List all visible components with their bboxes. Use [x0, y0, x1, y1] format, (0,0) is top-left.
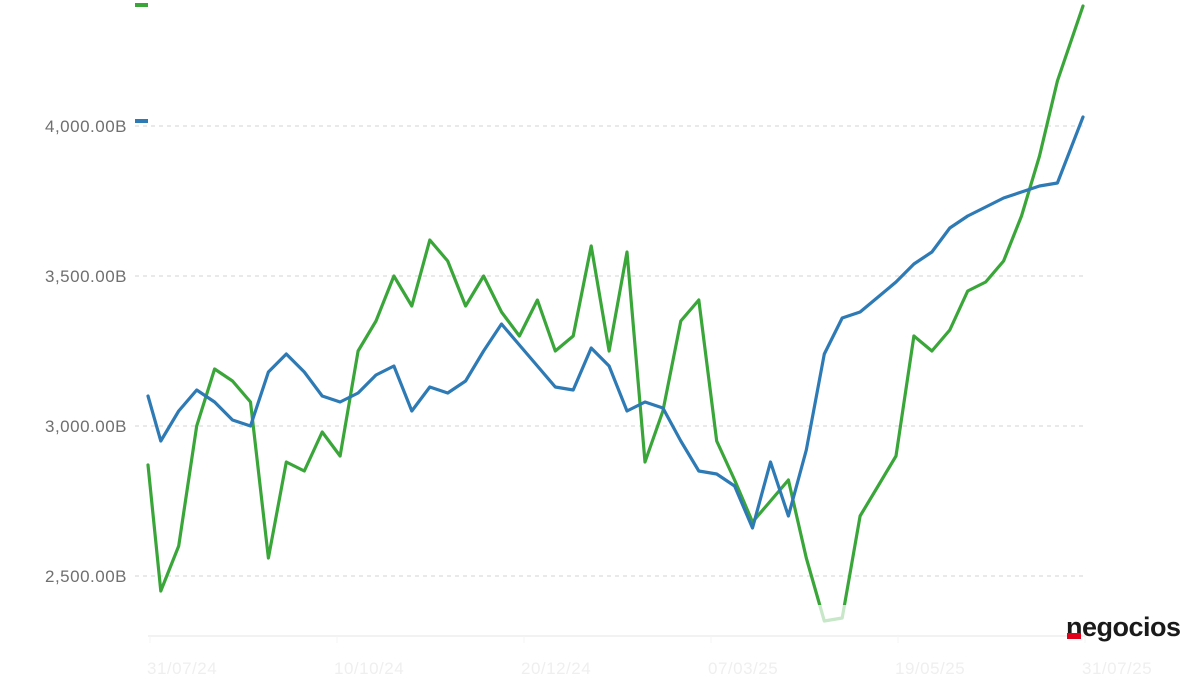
brand-red-mark [1067, 633, 1081, 639]
series-lines [146, 4, 1085, 623]
y-axis-labels: 2,500.00B 3,000.00B 3,500.00B 4,000.00B [45, 117, 127, 586]
blue-series-line [146, 115, 1085, 530]
x-tick-label: 07/03/25 [708, 659, 778, 676]
y-tick-label: 4,000.00B [45, 117, 127, 136]
x-tick-label: 31/07/24 [147, 659, 217, 676]
x-tick-label: 20/12/24 [521, 659, 591, 676]
brand-logo-text: negocios [1066, 612, 1181, 642]
y-tick-label: 3,000.00B [45, 417, 127, 436]
x-tick-label: 31/07/25 [1082, 659, 1152, 676]
green-series-line [146, 4, 1085, 623]
series-swatches [135, 3, 148, 123]
x-axis-labels: 31/07/24 10/10/24 20/12/24 07/03/25 19/05/25… [147, 636, 1152, 676]
x-tick-label: 10/10/24 [334, 659, 404, 676]
green-series-swatch [135, 3, 148, 7]
blue-series-swatch [135, 119, 148, 123]
y-tick-label: 3,500.00B [45, 267, 127, 286]
x-tick-label: 19/05/25 [895, 659, 965, 676]
y-tick-label: 2,500.00B [45, 567, 127, 586]
grid-lines [135, 125, 1085, 577]
brand-logo: negocios [1066, 612, 1181, 643]
